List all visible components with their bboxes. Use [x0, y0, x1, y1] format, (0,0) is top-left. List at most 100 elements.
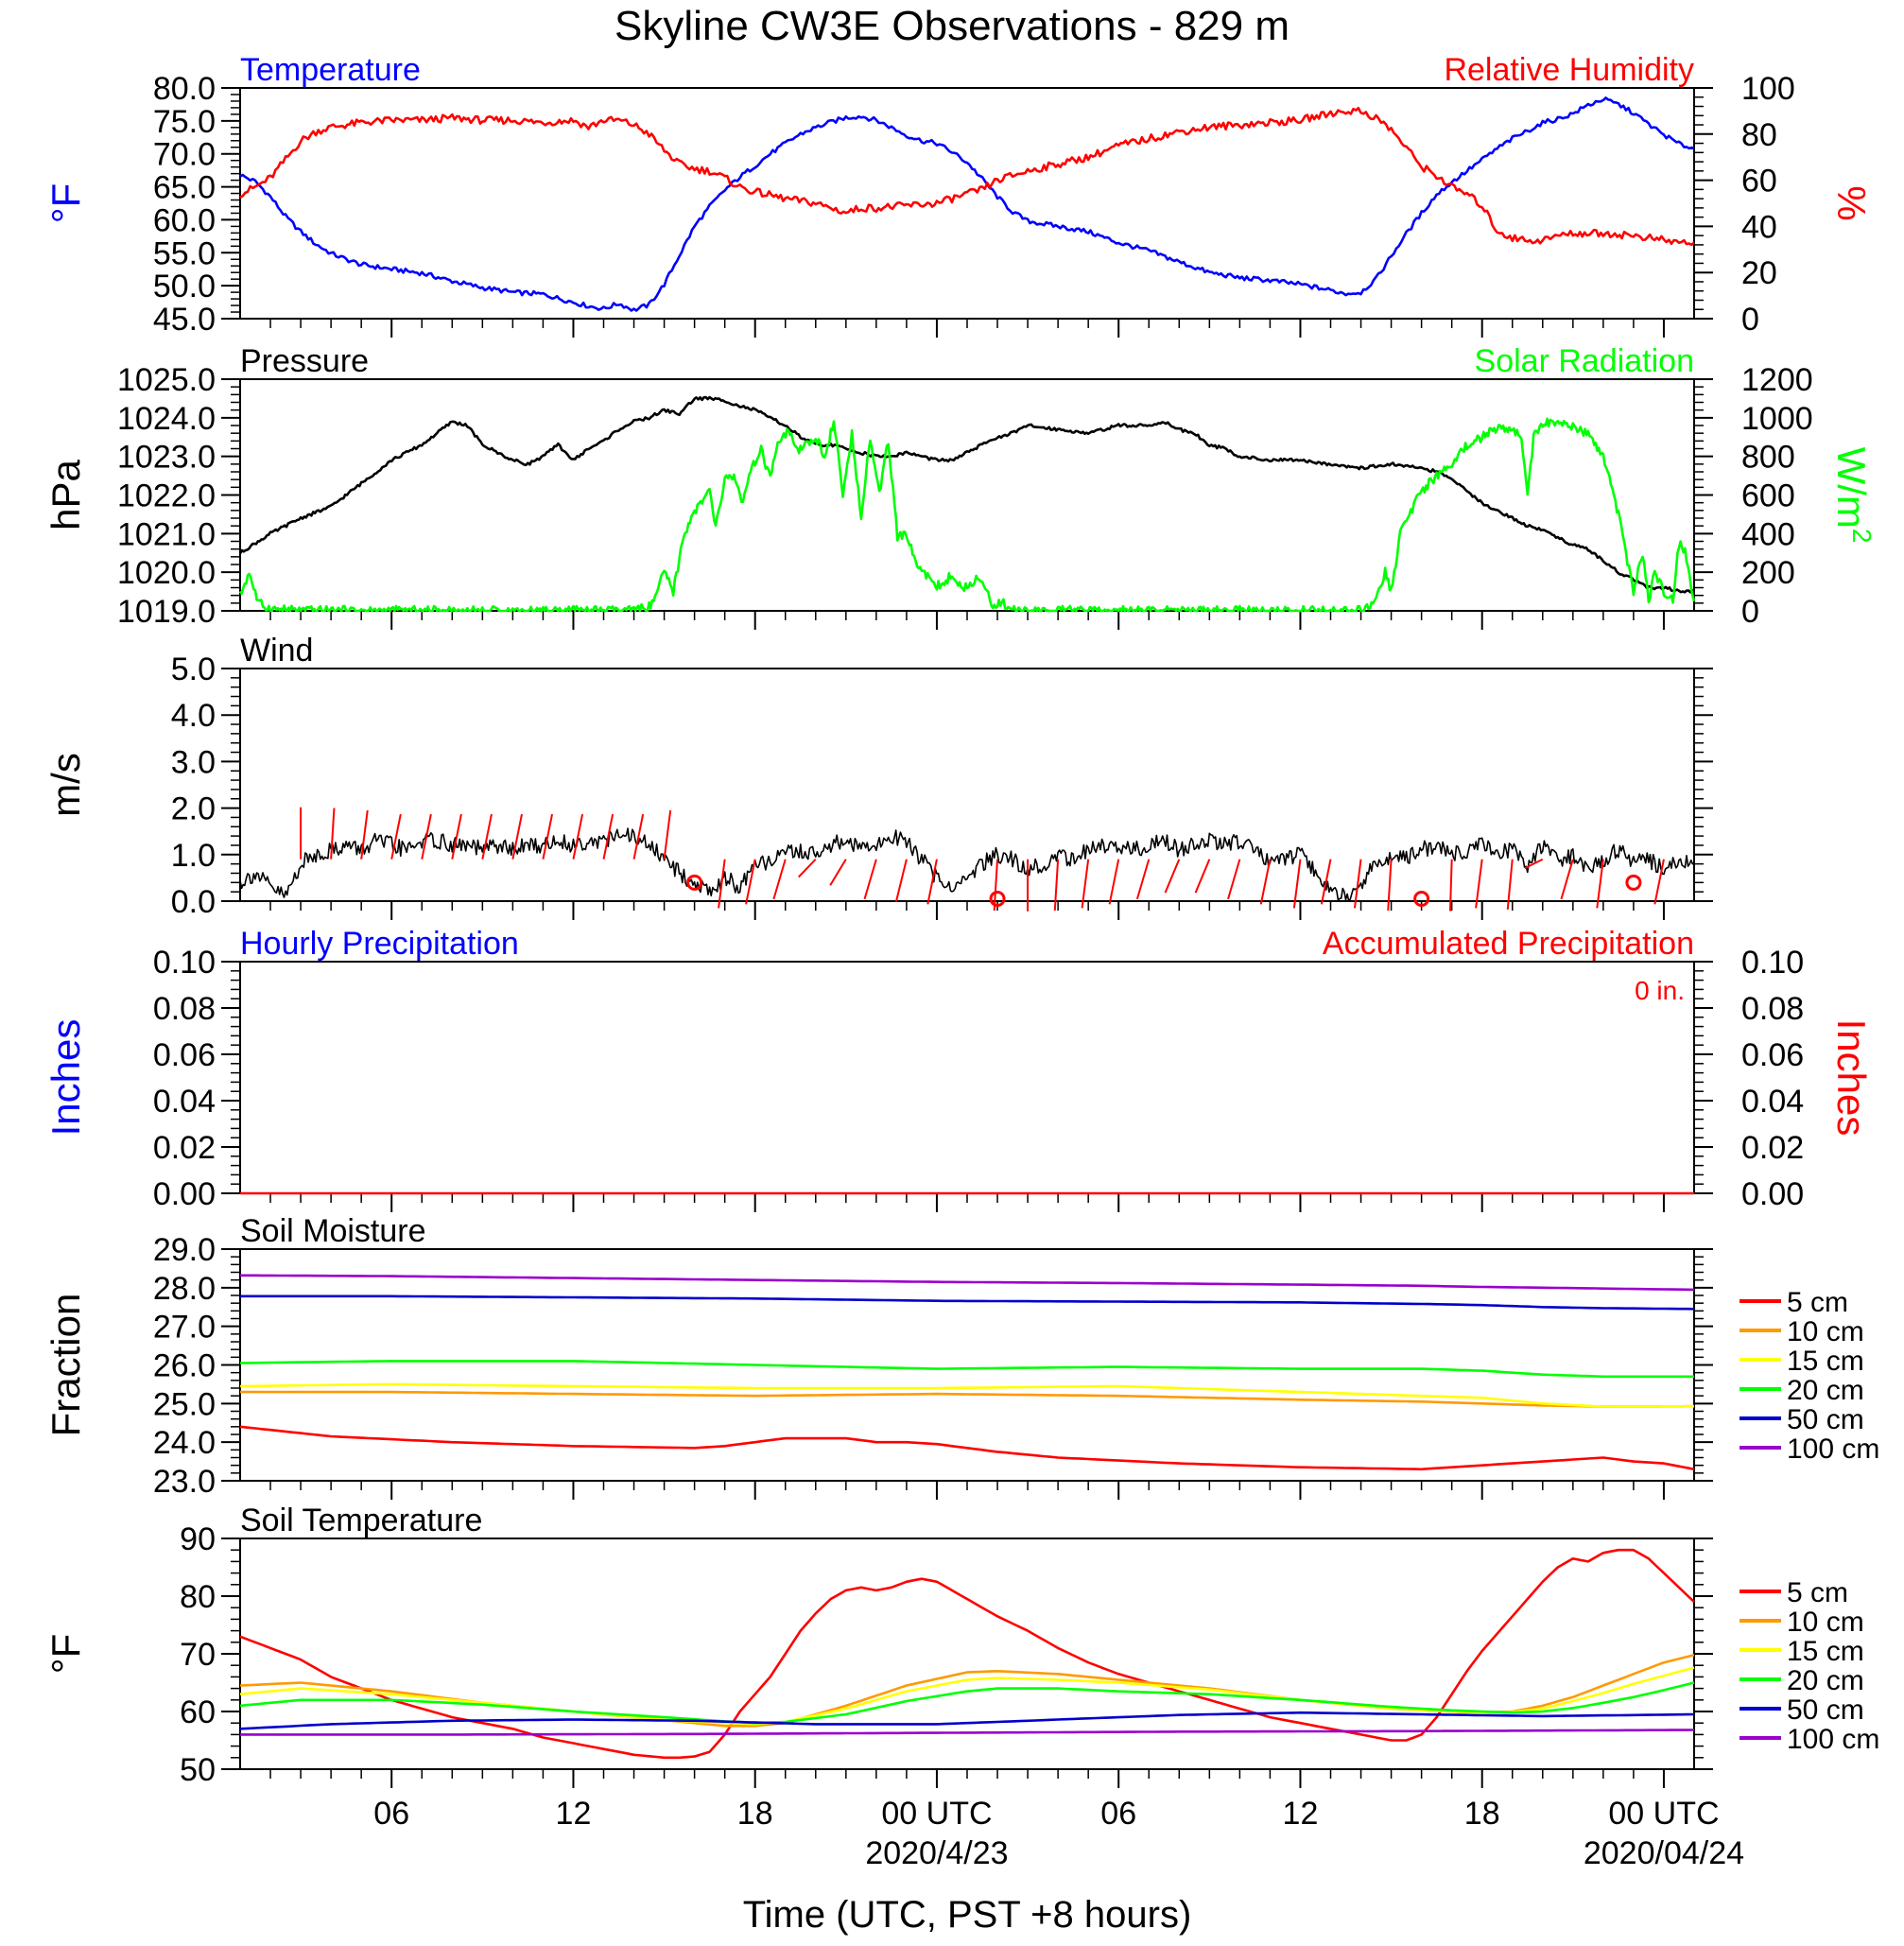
- right-tick-label: 60: [1741, 164, 1777, 200]
- left-tick-label: 25.0: [153, 1386, 216, 1422]
- series-line-20-cm: [239, 1681, 1695, 1725]
- y-axis-label-left: °F: [43, 183, 88, 223]
- y-axis-label-right: W/m2: [1829, 447, 1877, 544]
- wind-barb: [1292, 859, 1302, 909]
- legend-label: 20 cm: [1787, 1375, 1864, 1406]
- wind-barb: [1227, 859, 1241, 900]
- series-line-5-cm: [239, 1548, 1695, 1760]
- wind-barbs: [300, 807, 1665, 912]
- right-tick-label: 100: [1741, 71, 1795, 107]
- left-tick-label: 28.0: [153, 1271, 216, 1307]
- y-axis-label-right: %: [1829, 185, 1874, 220]
- left-tick-label: 0.02: [153, 1130, 216, 1166]
- calm-wind-circle: [989, 891, 1006, 908]
- panel-title-right: Accumulated Precipitation: [1323, 926, 1694, 962]
- wind-barb: [421, 813, 432, 860]
- left-tick-label: 27.0: [153, 1310, 216, 1346]
- legend-label: 15 cm: [1787, 1636, 1864, 1667]
- wind-barb: [1353, 859, 1362, 909]
- wind-barb: [1596, 859, 1604, 909]
- wind-barb: [926, 859, 938, 905]
- legend-label: 10 cm: [1787, 1607, 1864, 1638]
- left-tick-label: 0.06: [153, 1037, 216, 1073]
- right-tick-label: 0.10: [1741, 945, 1804, 981]
- left-tick-label: 90: [180, 1521, 216, 1557]
- wind-barb: [1164, 859, 1181, 894]
- wind-barb: [1108, 859, 1120, 905]
- left-tick-label: 1024.0: [117, 401, 216, 437]
- left-tick-label: 23.0: [153, 1464, 216, 1500]
- calm-wind-circle: [686, 874, 703, 891]
- right-tick-label: 0: [1741, 594, 1759, 630]
- y-axis-label-right-text: Inches: [1829, 1019, 1874, 1137]
- series-line-10-cm: [240, 1390, 1694, 1408]
- right-tick-label: 400: [1741, 516, 1795, 552]
- right-tick-label: 0: [1741, 302, 1759, 338]
- panel-title-left: Pressure: [240, 343, 369, 379]
- y-axis-label-right-text: %: [1829, 185, 1874, 220]
- right-tick-label: 800: [1741, 440, 1795, 476]
- left-tick-label: 0.10: [153, 945, 216, 981]
- wind-barb: [451, 813, 462, 860]
- legend-label: 5 cm: [1787, 1577, 1848, 1608]
- date-label: 2020/4/23: [865, 1835, 1008, 1871]
- legend-label: 50 cm: [1787, 1404, 1864, 1435]
- left-tick-label: 24.0: [153, 1425, 216, 1461]
- left-tick-label: 4.0: [171, 698, 216, 734]
- series-line-50-cm: [239, 1711, 1695, 1730]
- right-tick-label: 0.04: [1741, 1084, 1804, 1120]
- legend-label: 5 cm: [1787, 1287, 1848, 1318]
- wind-barb: [1506, 859, 1514, 910]
- series-line-temperature: [239, 96, 1695, 312]
- right-tick-label: 0.02: [1741, 1130, 1804, 1166]
- y-axis-label-left: Fraction: [43, 1294, 88, 1437]
- date-label: 2020/04/24: [1584, 1835, 1744, 1871]
- right-tick-label: 20: [1741, 255, 1777, 291]
- left-tick-label: 29.0: [153, 1232, 216, 1268]
- wind-barb: [1135, 859, 1151, 900]
- right-tick-label: 0.00: [1741, 1176, 1804, 1212]
- left-tick-label: 60: [180, 1694, 216, 1730]
- right-tick-label: 0.06: [1741, 1037, 1804, 1073]
- wind-barb: [829, 859, 847, 886]
- wind-barb: [1194, 859, 1211, 894]
- wind-barb: [1259, 859, 1272, 905]
- wind-barb: [572, 813, 584, 860]
- right-tick-label: 40: [1741, 209, 1777, 245]
- x-axis-title: Time (UTC, PST +8 hours): [743, 1894, 1192, 1936]
- series-line-pressure: [238, 395, 1695, 594]
- right-tick-label: 1000: [1741, 401, 1813, 437]
- panel-soil-moisture: Soil Moisture 23.024.025.026.027.028.029.…: [43, 1213, 1879, 1500]
- left-tick-label: 2.0: [171, 791, 216, 827]
- wind-barb: [1524, 858, 1544, 870]
- time-tick-label: 12: [556, 1796, 592, 1832]
- left-tick-label: 26.0: [153, 1348, 216, 1384]
- wind-barb: [330, 808, 336, 860]
- time-tick-label: 00 UTC: [1608, 1796, 1719, 1832]
- y-axis-label-right-text: W/m: [1829, 447, 1874, 529]
- left-tick-label: 75.0: [153, 104, 216, 140]
- wind-barb: [1387, 859, 1393, 911]
- left-tick-label: 60.0: [153, 202, 216, 238]
- series-line-relative_humidity: [239, 107, 1695, 247]
- calm-wind-circle: [1625, 874, 1642, 891]
- left-tick-label: 1021.0: [117, 516, 216, 552]
- series-line-15-cm: [239, 1382, 1694, 1408]
- left-tick-label: 5.0: [171, 652, 216, 687]
- panel-pressure-solar: Pressure Solar Radiation 1019.01020.01021.…: [43, 343, 1877, 630]
- time-tick-label: 12: [1283, 1796, 1319, 1832]
- wind-barb: [632, 813, 645, 860]
- left-tick-label: 45.0: [153, 302, 216, 338]
- wind-barb: [481, 813, 493, 860]
- left-tick-label: 1.0: [171, 838, 216, 874]
- right-tick-label: 80: [1741, 117, 1777, 153]
- figure-title: Skyline CW3E Observations - 829 m: [614, 3, 1290, 49]
- time-tick-label: 00 UTC: [881, 1796, 992, 1832]
- series-line-100-cm: [240, 1729, 1695, 1736]
- left-tick-label: 50: [180, 1752, 216, 1788]
- wind-barb: [1653, 859, 1665, 905]
- wind-barb: [894, 859, 908, 903]
